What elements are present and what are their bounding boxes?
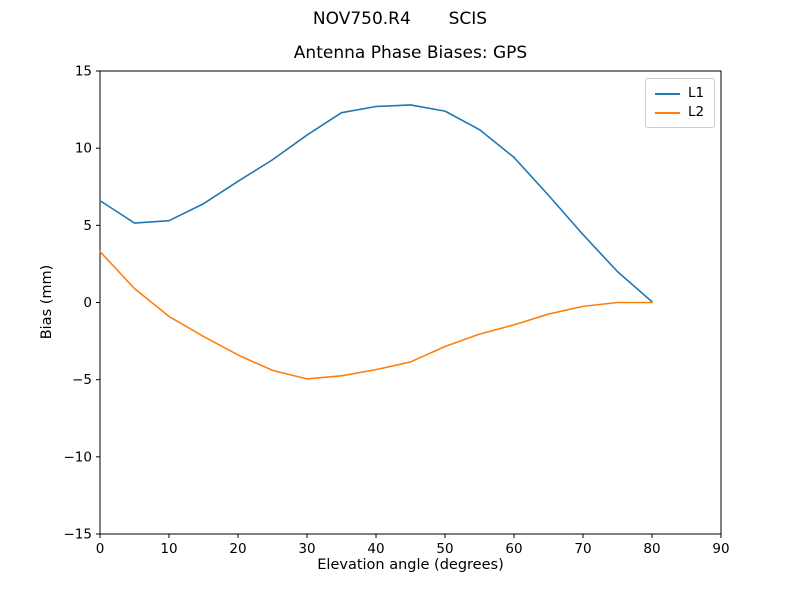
x-tick-label: 20	[229, 541, 246, 557]
x-tick-label: 80	[643, 541, 660, 557]
x-tick-label: 40	[367, 541, 384, 557]
y-tick-label: −5	[72, 372, 92, 388]
legend-entry-l1: L1	[655, 84, 706, 103]
legend-entry-l2: L2	[655, 103, 706, 122]
x-tick-label: 60	[505, 541, 522, 557]
legend-label-l1: L1	[688, 85, 705, 101]
x-tick-label: 10	[160, 541, 177, 557]
y-tick-label: 15	[75, 64, 92, 80]
l2-line-swatch	[655, 111, 680, 114]
y-tick-label: 5	[83, 218, 92, 234]
l1-series-line	[99, 104, 653, 303]
figure-title: NOV750.R4 SCIS	[312, 9, 488, 29]
x-tick-label: 0	[96, 541, 105, 557]
y-axis-label: Bias (mm)	[39, 264, 55, 340]
x-tick-label: 30	[298, 541, 315, 557]
legend-label-l2: L2	[688, 104, 705, 120]
x-tick-label: 50	[436, 541, 453, 557]
chart-title: Antenna Phase Biases: GPS	[293, 43, 528, 63]
l2-series-line	[99, 250, 653, 380]
x-tick-label: 70	[574, 541, 591, 557]
legend: L1 L2	[645, 78, 715, 128]
x-tick-label: 90	[712, 541, 729, 557]
y-tick-label: 10	[75, 141, 92, 157]
y-tick-label: 0	[83, 295, 92, 311]
l1-line-swatch	[655, 92, 680, 95]
x-axis-label: Elevation angle (degrees)	[317, 557, 504, 573]
y-tick-label: −15	[64, 527, 93, 543]
y-tick-label: −10	[64, 449, 93, 465]
